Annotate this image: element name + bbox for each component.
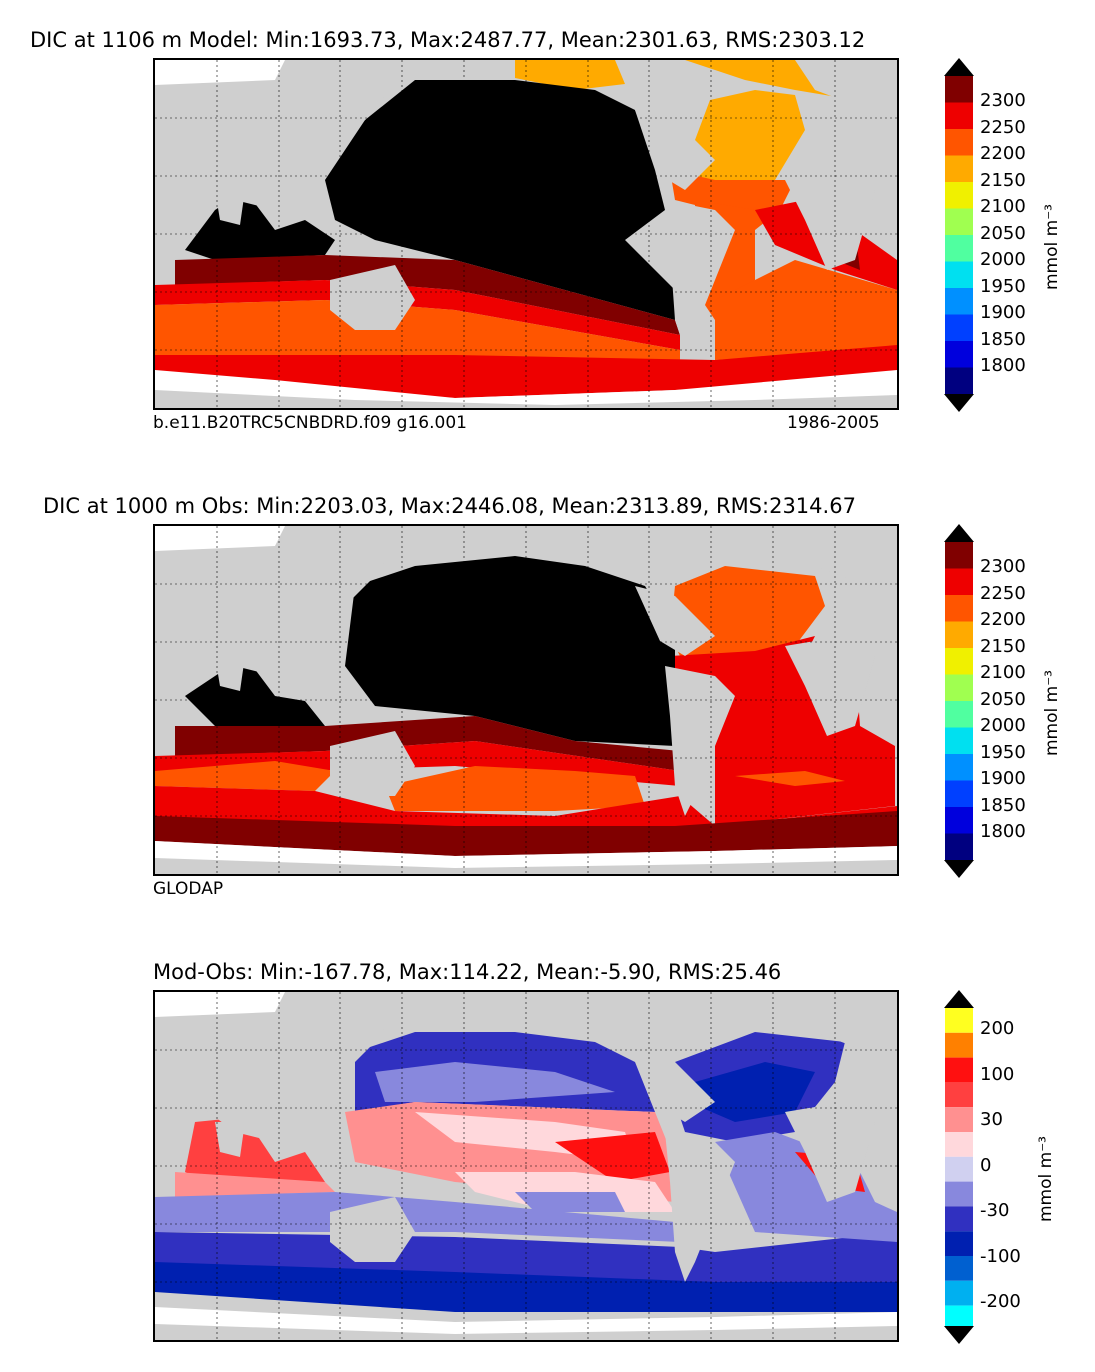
colorbar-diff — [944, 990, 974, 1348]
cb-tick: 2300 — [980, 556, 1026, 577]
caption-right-model: 1986-2005 — [787, 413, 880, 433]
gridlines-model — [155, 60, 897, 408]
cb-tick: 1800 — [980, 821, 1026, 842]
cb-tick: 0 — [980, 1155, 992, 1176]
panel-title-diff: Mod-Obs: Min:-167.78, Max:114.22, Mean:-… — [153, 960, 782, 984]
cb-tick: 200 — [980, 1018, 1015, 1039]
cb-tick: 1850 — [980, 795, 1026, 816]
cb-tick: 2050 — [980, 689, 1026, 710]
cb-tick: -30 — [980, 1200, 1010, 1221]
cb-tick: 30 — [980, 1109, 1003, 1130]
colorbar-obs — [944, 524, 974, 882]
cb-tick: 2000 — [980, 249, 1026, 270]
cb-tick: 2150 — [980, 170, 1026, 191]
cb-tick: 2250 — [980, 583, 1026, 604]
panel-title-obs: DIC at 1000 m Obs: Min:2203.03, Max:2446… — [43, 494, 856, 518]
cb-tick: 2050 — [980, 223, 1026, 244]
cb-tick: 2250 — [980, 117, 1026, 138]
cb-tick: 1900 — [980, 768, 1026, 789]
cb-tick: 1950 — [980, 742, 1026, 763]
cb-tick: -100 — [980, 1246, 1021, 1267]
caption-left-obs: GLODAP — [153, 879, 224, 899]
colorbar-model — [944, 58, 974, 416]
cb-tick: 1850 — [980, 329, 1026, 350]
gridlines-diff — [155, 992, 897, 1340]
cb-tick: 1800 — [980, 355, 1026, 376]
cb-tick: 2100 — [980, 196, 1026, 217]
cb-tick: -200 — [980, 1291, 1021, 1312]
caption-left-model: b.e11.B20TRC5CNBDRD.f09 g16.001 — [153, 413, 467, 433]
panel-title-model: DIC at 1106 m Model: Min:1693.73, Max:24… — [30, 28, 866, 52]
colorbar-unit-model: mmol m⁻³ — [1042, 204, 1062, 290]
gridlines-obs — [155, 526, 897, 874]
colorbar-unit-diff: mmol m⁻³ — [1036, 1136, 1056, 1222]
colorbar-unit-obs: mmol m⁻³ — [1042, 670, 1062, 756]
cb-tick: 2200 — [980, 143, 1026, 164]
cb-tick: 2200 — [980, 609, 1026, 630]
cb-tick: 2150 — [980, 636, 1026, 657]
cb-tick: 100 — [980, 1064, 1015, 1085]
cb-tick: 2000 — [980, 715, 1026, 736]
cb-tick: 1950 — [980, 276, 1026, 297]
cb-tick: 2300 — [980, 90, 1026, 111]
cb-tick: 1900 — [980, 302, 1026, 323]
cb-tick: 2100 — [980, 662, 1026, 683]
